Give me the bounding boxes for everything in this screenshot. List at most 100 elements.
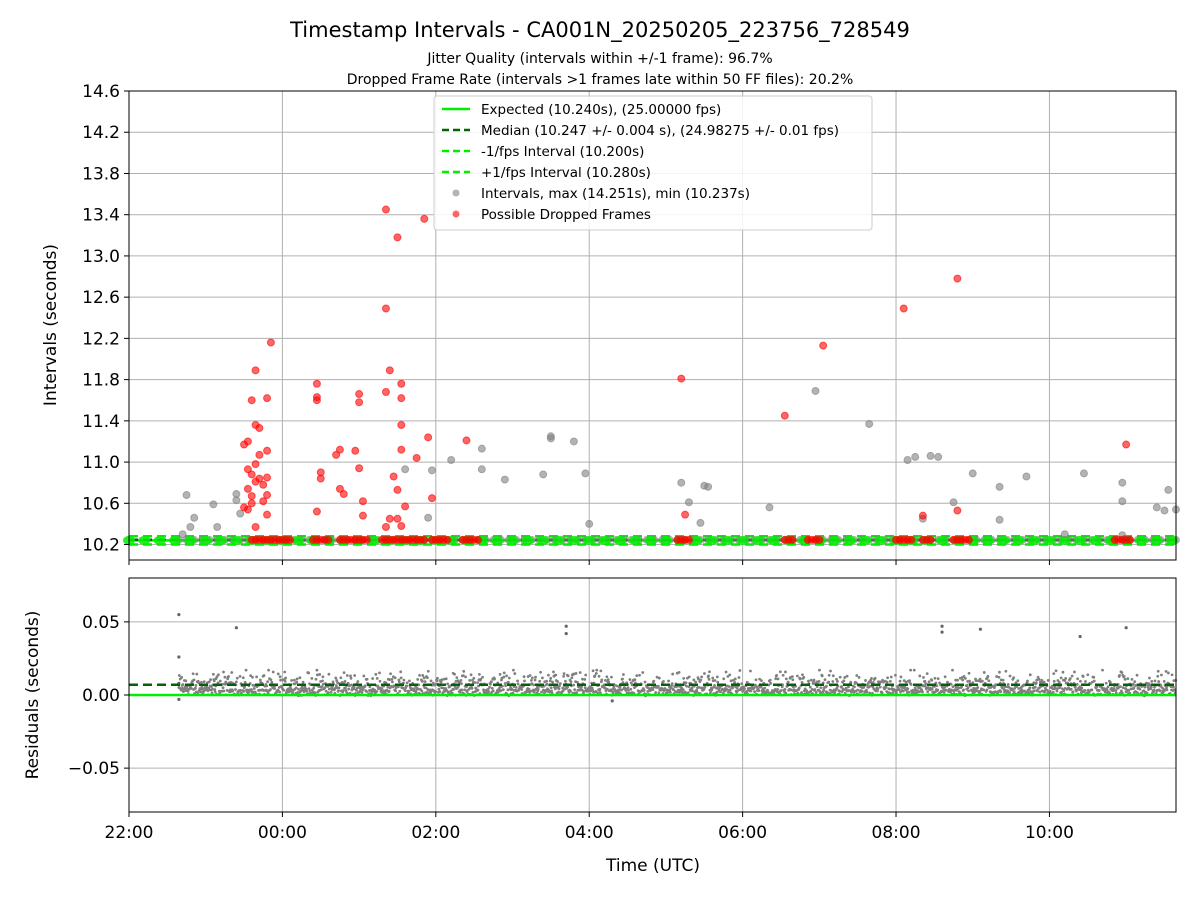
residual-point <box>702 687 706 691</box>
residual-point <box>412 687 416 691</box>
residual-point <box>200 680 203 684</box>
dropped-frame-point <box>964 535 973 544</box>
dropped-frame-point <box>389 472 398 481</box>
residual-point <box>820 674 824 678</box>
residual-point <box>1000 686 1004 690</box>
residual-point <box>709 691 712 695</box>
residual-point <box>686 691 690 695</box>
on-time-interval-point <box>521 535 534 545</box>
residual-point <box>968 679 971 683</box>
residual-point <box>283 679 287 683</box>
residual-point <box>630 683 634 687</box>
residual-point <box>279 678 282 682</box>
residual-point <box>775 690 779 694</box>
on-time-interval-point <box>1043 535 1056 545</box>
residual-point <box>987 679 991 683</box>
residual-point <box>327 672 331 676</box>
residual-point <box>271 670 275 674</box>
residual-point <box>460 682 463 686</box>
intervals-points <box>123 386 1180 545</box>
dropped-frame-point <box>412 453 421 462</box>
residual-point <box>754 678 758 682</box>
on-time-interval-point <box>184 535 197 545</box>
y-tick-label: 11.4 <box>82 412 120 432</box>
residual-point <box>549 686 553 690</box>
residual-point <box>612 685 616 689</box>
residual-point <box>498 672 502 676</box>
residual-point <box>501 688 505 692</box>
residual-point <box>1120 691 1124 695</box>
residual-point <box>513 672 517 675</box>
residual-point <box>507 676 511 680</box>
residual-point <box>580 685 583 689</box>
residual-point <box>347 687 351 691</box>
dropped-frame-point <box>381 387 390 396</box>
legend: Expected (10.240s), (25.00000 fps) Median… <box>433 95 873 231</box>
residual-point <box>965 683 969 687</box>
dropped-frame-point <box>335 445 344 454</box>
interval-point <box>1079 469 1088 478</box>
residual-point <box>672 688 675 692</box>
on-time-interval-point <box>1135 535 1148 545</box>
residual-point <box>230 671 234 674</box>
residual-point <box>244 668 248 672</box>
residual-point <box>574 672 578 675</box>
residual-point <box>529 689 532 693</box>
x-tick-label: 22:00 <box>105 823 154 843</box>
residual-point <box>784 670 787 674</box>
residual-point <box>1148 676 1151 680</box>
residual-outlier-point <box>940 624 944 628</box>
residual-point <box>638 673 641 677</box>
dropped-frame-point <box>312 396 321 405</box>
residuals-y-ticks: −0.05 0.00 0.05 <box>68 613 129 779</box>
interval-point <box>500 475 509 484</box>
residual-point <box>522 675 526 679</box>
on-time-interval-point <box>567 535 580 545</box>
x-tick-label: 10:00 <box>1025 823 1074 843</box>
residual-point <box>1068 677 1072 680</box>
residual-point <box>213 688 217 691</box>
interval-point <box>477 444 486 453</box>
residual-point <box>315 668 319 672</box>
residual-point <box>870 677 873 680</box>
residual-point <box>982 688 986 692</box>
residual-point <box>1033 689 1036 693</box>
dropped-frame-point <box>243 484 252 493</box>
residual-point <box>438 690 442 694</box>
residual-point <box>962 675 966 678</box>
residual-point <box>300 685 304 689</box>
residual-point <box>298 676 302 680</box>
residual-point <box>512 668 515 672</box>
residual-point <box>682 676 686 680</box>
dropped-frame-point <box>266 338 275 347</box>
residual-point <box>827 680 831 684</box>
residual-point <box>1058 685 1062 689</box>
residual-point <box>241 676 245 680</box>
residual-point <box>307 671 311 675</box>
dropped-frame-point <box>339 490 348 499</box>
residual-point <box>697 686 701 689</box>
on-time-interval-point <box>736 535 749 545</box>
residual-point <box>429 679 433 683</box>
residual-point <box>405 681 409 685</box>
residual-point <box>181 686 184 690</box>
dropped-frame-point <box>355 464 364 473</box>
dropped-frame-point <box>397 445 406 454</box>
residual-point <box>775 673 779 677</box>
on-time-interval-point <box>153 535 166 545</box>
residual-point <box>416 687 420 691</box>
interval-point <box>236 509 245 518</box>
residual-point <box>1059 676 1063 680</box>
dropped-frame-point <box>420 535 429 544</box>
residual-point <box>181 683 185 686</box>
residual-point <box>423 680 427 684</box>
residual-point <box>949 682 953 686</box>
residual-point <box>481 675 485 679</box>
residual-point <box>819 686 823 690</box>
residual-point <box>842 688 845 692</box>
residual-point <box>341 689 345 692</box>
residual-point <box>733 677 737 681</box>
residual-point <box>196 691 200 695</box>
dropped-frame-point <box>819 341 828 350</box>
residual-point <box>1087 690 1091 694</box>
